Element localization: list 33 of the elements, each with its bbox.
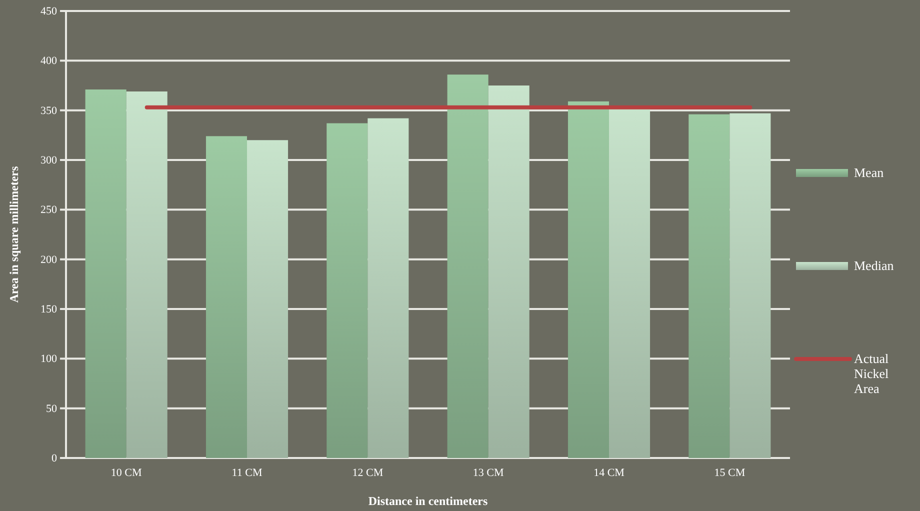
bar — [730, 113, 771, 458]
y-axis-title: Area in square millimeters — [7, 166, 21, 303]
bar — [688, 114, 730, 458]
y-tick-label: 250 — [40, 204, 58, 216]
y-tick-label: 350 — [40, 104, 58, 117]
legend-label: Median — [854, 258, 894, 273]
bar — [488, 86, 530, 458]
x-tick-label: 15 CM — [714, 466, 746, 479]
legend-label: Actual Nickel Area — [854, 351, 890, 396]
bar — [609, 108, 650, 458]
bar — [368, 118, 409, 458]
x-tick-label: 11 CM — [232, 466, 262, 479]
y-tick-label: 200 — [40, 254, 58, 266]
bar — [126, 91, 168, 458]
bar — [247, 140, 288, 458]
y-tick-label: 150 — [40, 304, 58, 316]
y-tick-label: 400 — [40, 55, 58, 68]
bar — [568, 101, 609, 458]
y-tick-label: 0 — [52, 452, 58, 465]
x-tick-label: 14 CM — [594, 466, 625, 479]
bar — [447, 74, 488, 458]
y-tick-label: 300 — [40, 154, 58, 167]
x-tick-label: 13 CM — [472, 466, 504, 479]
x-axis-title: Distance in centimeters — [368, 494, 488, 508]
legend-label: Mean — [854, 165, 884, 180]
bar — [85, 89, 126, 458]
bar — [326, 123, 368, 458]
x-tick-label: 10 CM — [110, 466, 142, 479]
y-tick-label: 450 — [40, 6, 58, 18]
y-tick-label: 100 — [40, 353, 58, 366]
bar — [206, 136, 247, 458]
y-tick-label: 50 — [46, 402, 58, 415]
x-tick-label: 12 CM — [352, 466, 384, 479]
